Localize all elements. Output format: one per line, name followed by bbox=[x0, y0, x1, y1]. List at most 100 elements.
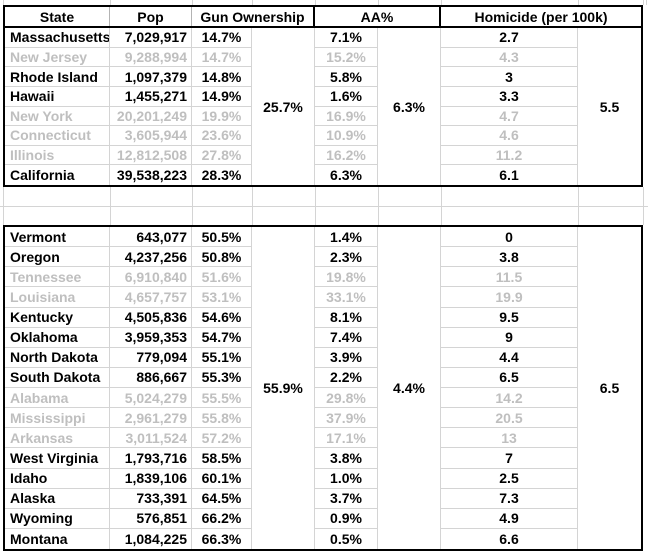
cell-homicide[interactable]: 11.5 bbox=[441, 267, 578, 288]
header-state[interactable]: State bbox=[5, 7, 110, 26]
header-aa-pct[interactable]: AA% bbox=[315, 7, 441, 26]
cell-homicide[interactable]: 11.2 bbox=[441, 145, 578, 166]
cell-state[interactable]: California bbox=[5, 165, 110, 185]
cell-pop[interactable]: 1,455,271 bbox=[110, 86, 192, 107]
cell-pop[interactable]: 1,839,106 bbox=[110, 468, 192, 489]
cell-state[interactable]: West Virginia bbox=[5, 448, 110, 469]
cell-homicide[interactable]: 3 bbox=[441, 67, 578, 87]
cell-homicide[interactable]: 6.6 bbox=[441, 528, 578, 549]
cell-gun-ownership[interactable]: 19.9% bbox=[192, 106, 252, 127]
cell-pop[interactable]: 1,084,225 bbox=[110, 528, 192, 549]
cell-pop[interactable]: 7,029,917 bbox=[110, 28, 192, 48]
cell-aa-pct[interactable]: 0.9% bbox=[315, 508, 378, 529]
cell-gun-ownership[interactable]: 54.6% bbox=[192, 307, 252, 328]
cell-pop[interactable]: 1,097,379 bbox=[110, 67, 192, 87]
cell-pop[interactable]: 4,657,757 bbox=[110, 287, 192, 308]
cell-gun-ownership[interactable]: 58.5% bbox=[192, 448, 252, 469]
cell-pop[interactable]: 9,288,994 bbox=[110, 47, 192, 68]
cell-state[interactable]: Rhode Island bbox=[5, 67, 110, 87]
cell-gun-ownership[interactable]: 57.2% bbox=[192, 428, 252, 449]
cell-gun-ownership[interactable]: 51.6% bbox=[192, 267, 252, 288]
cell-homicide[interactable]: 9.5 bbox=[441, 307, 578, 328]
cell-state[interactable]: Tennessee bbox=[5, 267, 110, 288]
cell-gun-ownership[interactable]: 66.3% bbox=[192, 528, 252, 549]
cell-state[interactable]: Oregon bbox=[5, 247, 110, 268]
cell-pop[interactable]: 4,237,256 bbox=[110, 247, 192, 268]
cell-homicide[interactable]: 7 bbox=[441, 448, 578, 469]
cell-state[interactable]: Alabama bbox=[5, 388, 110, 409]
cell-gun-ownership[interactable]: 60.1% bbox=[192, 468, 252, 489]
cell-aa-pct[interactable]: 6.3% bbox=[315, 165, 378, 185]
cell-gun-ownership[interactable]: 53.1% bbox=[192, 287, 252, 308]
cell-aa-pct[interactable]: 17.1% bbox=[315, 428, 378, 449]
cell-gun-ownership[interactable]: 66.2% bbox=[192, 508, 252, 529]
cell-aa-pct[interactable]: 10.9% bbox=[315, 126, 378, 146]
cell-homicide[interactable]: 9 bbox=[441, 327, 578, 348]
cell-state[interactable]: Kentucky bbox=[5, 307, 110, 328]
cell-homicide[interactable]: 2.7 bbox=[441, 28, 578, 48]
cell-state[interactable]: Montana bbox=[5, 528, 110, 549]
cell-state[interactable]: Alaska bbox=[5, 488, 110, 509]
cell-aa-pct[interactable]: 19.8% bbox=[315, 267, 378, 288]
cell-gun-ownership-average[interactable]: 55.9% bbox=[252, 227, 315, 549]
cell-homicide[interactable]: 4.3 bbox=[441, 47, 578, 68]
cell-pop[interactable]: 5,024,279 bbox=[110, 388, 192, 409]
cell-aa-pct[interactable]: 5.8% bbox=[315, 67, 378, 87]
cell-state[interactable]: Hawaii bbox=[5, 86, 110, 107]
cell-homicide[interactable]: 7.3 bbox=[441, 488, 578, 509]
cell-pop[interactable]: 39,538,223 bbox=[110, 165, 192, 185]
cell-gun-ownership[interactable]: 55.5% bbox=[192, 388, 252, 409]
cell-state[interactable]: Arkansas bbox=[5, 428, 110, 449]
cell-gun-ownership[interactable]: 54.7% bbox=[192, 327, 252, 348]
cell-homicide[interactable]: 19.9 bbox=[441, 287, 578, 308]
cell-aa-pct[interactable]: 7.1% bbox=[315, 28, 378, 48]
cell-aa-pct[interactable]: 33.1% bbox=[315, 287, 378, 308]
header-homicide[interactable]: Homicide (per 100k) bbox=[474, 8, 608, 25]
cell-pop[interactable]: 2,961,279 bbox=[110, 408, 192, 429]
header-pop[interactable]: Pop bbox=[110, 7, 192, 26]
cell-aa-average[interactable]: 6.3% bbox=[378, 28, 441, 185]
cell-aa-pct[interactable]: 2.2% bbox=[315, 367, 378, 388]
cell-aa-pct[interactable]: 16.9% bbox=[315, 106, 378, 127]
cell-homicide[interactable]: 4.7 bbox=[441, 106, 578, 127]
cell-pop[interactable]: 779,094 bbox=[110, 347, 192, 368]
cell-pop[interactable]: 12,812,508 bbox=[110, 145, 192, 166]
cell-pop[interactable]: 643,077 bbox=[110, 227, 192, 248]
cell-homicide[interactable]: 3.8 bbox=[441, 247, 578, 268]
cell-pop[interactable]: 20,201,249 bbox=[110, 106, 192, 127]
cell-homicide-average[interactable]: 6.5 bbox=[599, 380, 620, 396]
cell-pop[interactable]: 4,505,836 bbox=[110, 307, 192, 328]
cell-gun-ownership[interactable]: 55.8% bbox=[192, 408, 252, 429]
cell-homicide[interactable]: 6.5 bbox=[441, 367, 578, 388]
cell-state[interactable]: Mississippi bbox=[5, 408, 110, 429]
cell-aa-pct[interactable]: 29.8% bbox=[315, 388, 378, 409]
cell-state[interactable]: New York bbox=[5, 106, 110, 127]
cell-aa-pct[interactable]: 8.1% bbox=[315, 307, 378, 328]
empty-rows-gap[interactable] bbox=[0, 187, 648, 225]
cell-gun-ownership[interactable]: 55.3% bbox=[192, 367, 252, 388]
cell-state[interactable]: Oklahoma bbox=[5, 327, 110, 348]
cell-gun-ownership[interactable]: 14.7% bbox=[192, 28, 252, 48]
cell-state[interactable]: North Dakota bbox=[5, 347, 110, 368]
cell-state[interactable]: Idaho bbox=[5, 468, 110, 489]
cell-aa-pct[interactable]: 7.4% bbox=[315, 327, 378, 348]
cell-aa-pct[interactable]: 3.7% bbox=[315, 488, 378, 509]
cell-gun-ownership[interactable]: 50.8% bbox=[192, 247, 252, 268]
cell-state[interactable]: Connecticut bbox=[5, 126, 110, 146]
cell-gun-ownership[interactable]: 27.8% bbox=[192, 145, 252, 166]
cell-aa-pct[interactable]: 0.5% bbox=[315, 528, 378, 549]
cell-homicide[interactable]: 4.9 bbox=[441, 508, 578, 529]
cell-gun-ownership[interactable]: 50.5% bbox=[192, 227, 252, 248]
cell-gun-ownership[interactable]: 14.7% bbox=[192, 47, 252, 68]
cell-homicide[interactable]: 14.2 bbox=[441, 388, 578, 409]
cell-state[interactable]: Massachusetts bbox=[5, 28, 110, 48]
cell-homicide[interactable]: 20.5 bbox=[441, 408, 578, 429]
cell-state[interactable]: Vermont bbox=[5, 227, 110, 248]
cell-homicide[interactable]: 2.5 bbox=[441, 468, 578, 489]
cell-aa-average[interactable]: 4.4% bbox=[378, 227, 441, 549]
cell-aa-pct[interactable]: 15.2% bbox=[315, 47, 378, 68]
cell-aa-pct[interactable]: 16.2% bbox=[315, 145, 378, 166]
cell-pop[interactable]: 1,793,716 bbox=[110, 448, 192, 469]
cell-pop[interactable]: 576,851 bbox=[110, 508, 192, 529]
cell-aa-pct[interactable]: 1.0% bbox=[315, 468, 378, 489]
